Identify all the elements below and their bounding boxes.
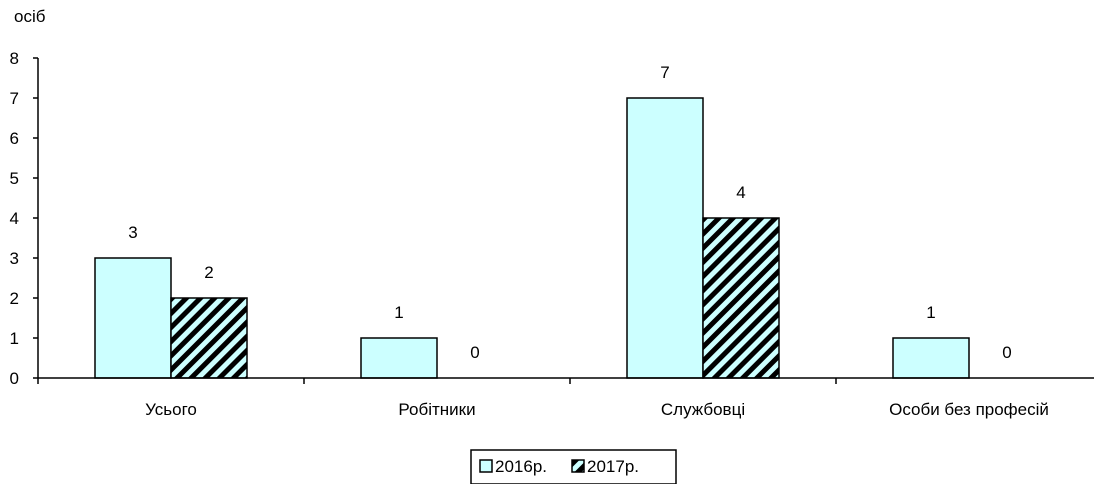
y-tick-label: 2 [10,289,19,308]
y-tick-label: 4 [10,209,19,228]
bar-series-1 [360,337,438,379]
y-tick-label: 3 [10,249,19,268]
y-tick-label: 7 [10,89,19,108]
data-label: 0 [470,343,479,362]
bar-series-1 [626,97,704,379]
data-label: 1 [926,303,935,322]
legend-label: 2017р. [587,457,639,476]
legend-swatch [571,459,585,473]
y-tick-label: 5 [10,169,19,188]
data-label: 1 [394,303,403,322]
category-label: Усього [145,400,197,419]
legend: 2016р. 2017р. [470,449,677,484]
data-label: 7 [660,63,669,82]
legend-swatch [479,459,493,473]
data-label: 2 [204,263,213,282]
category-label: Службовці [661,400,745,419]
category-label: Особи без професій [889,400,1049,419]
y-tick-label: 0 [10,369,19,388]
y-tick-label: 1 [10,329,19,348]
bar-series-2 [702,217,780,379]
category-label: Робітники [398,400,475,419]
data-label: 3 [128,223,137,242]
bar-series-1 [94,257,172,379]
y-axis-label: осіб [14,7,46,26]
bar-series-2 [170,297,248,379]
data-label: 0 [1002,343,1011,362]
data-label: 4 [736,183,745,202]
y-tick-label: 6 [10,129,19,148]
bar-series-1 [892,337,970,379]
legend-label: 2016р. [495,457,547,476]
y-tick-label: 8 [10,49,19,68]
